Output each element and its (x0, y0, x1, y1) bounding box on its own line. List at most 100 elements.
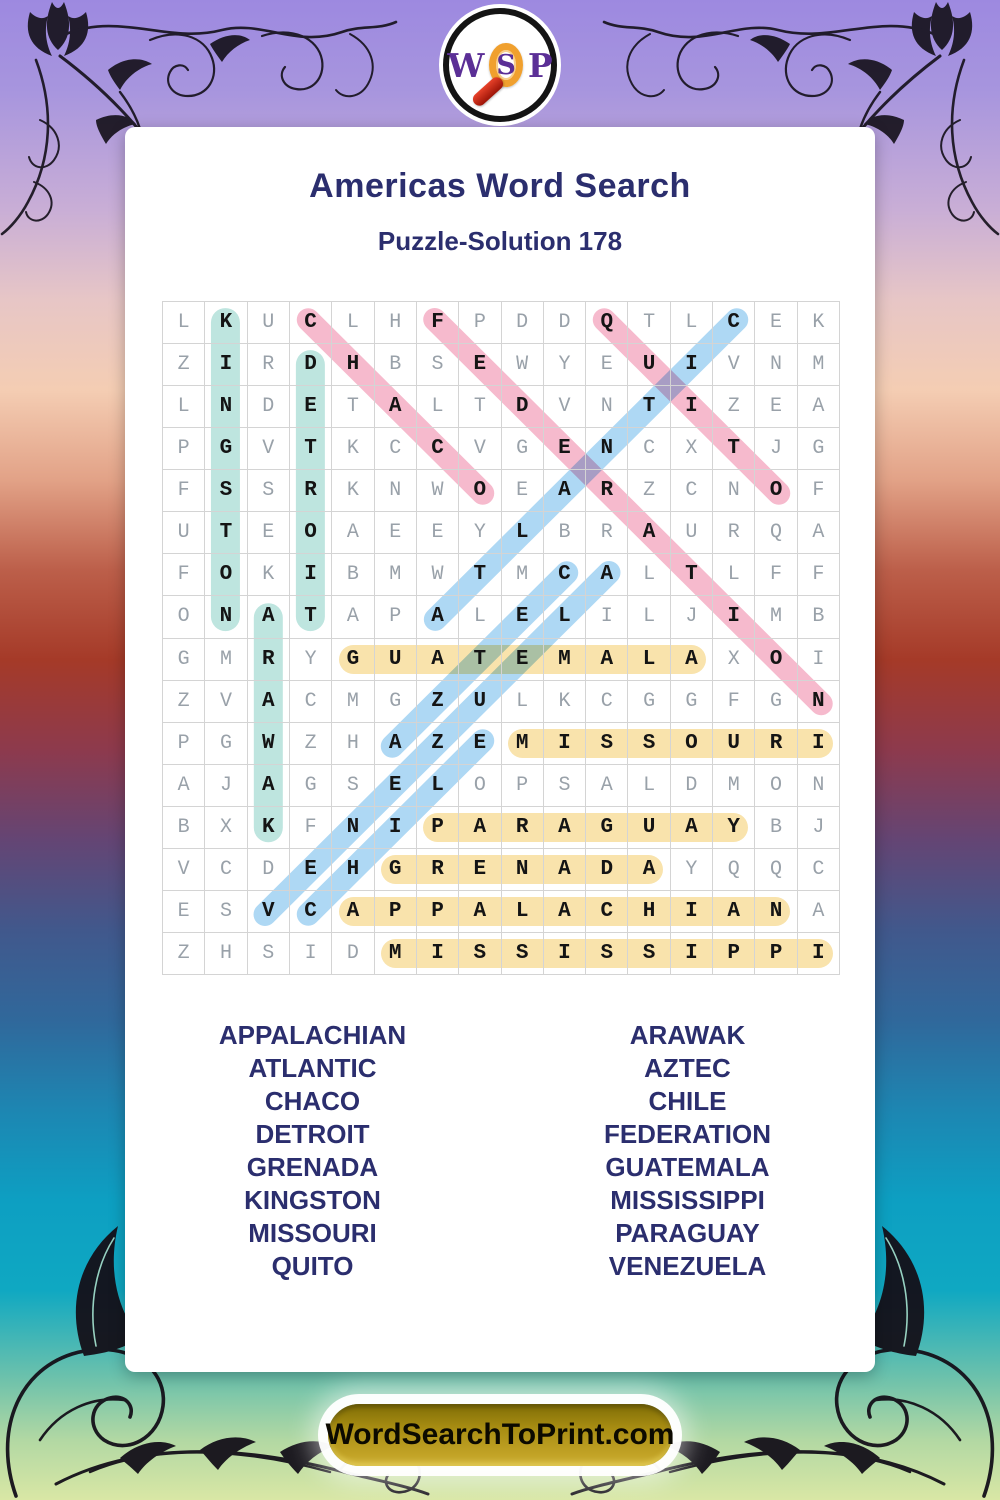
wsp-logo-letters: W S P (447, 14, 553, 116)
wsp-logo: W S P (443, 8, 557, 122)
grid-cell: U (247, 302, 290, 345)
grid-cell: R (247, 344, 290, 387)
grid-cell: H (374, 302, 417, 345)
grid-cell: A (670, 806, 714, 849)
grid-cell: I (670, 890, 714, 933)
grid-cell: D (501, 302, 544, 345)
grid-cell: A (586, 638, 629, 681)
word-list-item: CHACO (264, 1086, 361, 1116)
grid-cell: Q (586, 302, 629, 345)
grid-cell: T (205, 512, 248, 555)
word-highlight (381, 939, 833, 969)
grid-cell: B (374, 344, 417, 387)
grid-cell: R (586, 512, 629, 555)
grid-cell: E (374, 764, 417, 807)
grid-cell: A (586, 764, 629, 807)
grid-cell: I (205, 344, 248, 387)
grid-cell: W (416, 470, 460, 513)
grid-cell: Q (755, 848, 798, 891)
grid-cell: T (628, 386, 671, 429)
grid-cell: A (543, 890, 587, 933)
grid-cell: E (501, 638, 544, 681)
grid-cell: P (374, 890, 417, 933)
grid-cell: O (755, 638, 798, 681)
grid-cell: S (586, 932, 629, 975)
grid-cell: A (670, 638, 714, 681)
grid-cell: C (289, 680, 333, 723)
grid-cell: O (755, 470, 798, 513)
word-list-item: ARAWAK (629, 1020, 746, 1050)
grid-cell: H (332, 722, 375, 765)
grid-cell: R (289, 470, 333, 513)
grid-cell: U (459, 680, 502, 723)
word-list: APPALACHIAN ATLANTIC CHACO DETROIT GRENADA KI… (125, 1019, 875, 1283)
grid-cell: P (374, 596, 417, 639)
word-list-item: GRENADA (246, 1152, 379, 1182)
grid-cell: J (797, 806, 840, 849)
grid-cell: B (543, 512, 587, 555)
grid-cell: B (163, 806, 206, 849)
grid-cell: X (670, 428, 714, 471)
grid-cell: P (163, 722, 206, 765)
grid-cell: G (797, 428, 840, 471)
grid-cell: D (332, 932, 375, 975)
grid-cell: E (289, 386, 333, 429)
grid-cell: A (459, 890, 502, 933)
grid-cell: L (543, 596, 587, 639)
grid-cell: S (332, 764, 375, 807)
grid-cell: E (755, 386, 798, 429)
grid-cell: H (332, 344, 375, 387)
grid-cell: I (797, 932, 840, 975)
grid-cell: V (247, 890, 290, 933)
grid-cell: R (713, 512, 756, 555)
grid-cell: I (543, 722, 587, 765)
grid-cell: A (543, 806, 587, 849)
grid-cell: P (459, 302, 502, 345)
grid-cell: C (670, 470, 714, 513)
grid-cell: M (374, 554, 417, 597)
grid-cell: I (797, 638, 840, 681)
grid-cell: I (670, 386, 714, 429)
grid-cell: S (628, 722, 671, 765)
word-highlight (338, 897, 791, 927)
grid-cell: O (163, 596, 206, 639)
grid-cell: F (755, 554, 798, 597)
grid-cell: S (501, 932, 544, 975)
word-list-item: ATLANTIC (248, 1053, 377, 1083)
grid-cell: J (670, 596, 714, 639)
grid-cell: F (163, 470, 206, 513)
grid-cell: L (713, 554, 756, 597)
grid-cell: S (586, 722, 629, 765)
website-button[interactable]: WordSearchToPrint.com (326, 1404, 674, 1466)
grid-cell: K (797, 302, 840, 345)
grid-cell: N (205, 386, 248, 429)
grid-cell: Z (713, 386, 756, 429)
grid-cell: S (247, 932, 290, 975)
grid-cell: K (247, 806, 290, 849)
grid-cell: A (797, 890, 840, 933)
grid-cell: Z (416, 722, 460, 765)
grid-cell: L (459, 596, 502, 639)
grid-cell: G (586, 806, 629, 849)
grid-cell: G (289, 764, 333, 807)
grid-cell: G (205, 428, 248, 471)
grid-cell: U (628, 806, 671, 849)
grid-cell: L (628, 554, 671, 597)
grid-cell: P (416, 890, 460, 933)
grid-cell: V (543, 386, 587, 429)
grid-cell: Y (289, 638, 333, 681)
grid-cell: E (543, 428, 587, 471)
grid-cell: E (289, 848, 333, 891)
grid-cell: A (416, 596, 460, 639)
grid-cell: E (501, 470, 544, 513)
grid-cell: I (416, 932, 460, 975)
grid-cell: G (205, 722, 248, 765)
grid-cell: G (332, 638, 375, 681)
grid-cell: P (755, 932, 798, 975)
grid-cell: N (755, 890, 798, 933)
grid-cell: G (163, 638, 206, 681)
grid-cell: K (332, 470, 375, 513)
grid-cell: K (543, 680, 587, 723)
